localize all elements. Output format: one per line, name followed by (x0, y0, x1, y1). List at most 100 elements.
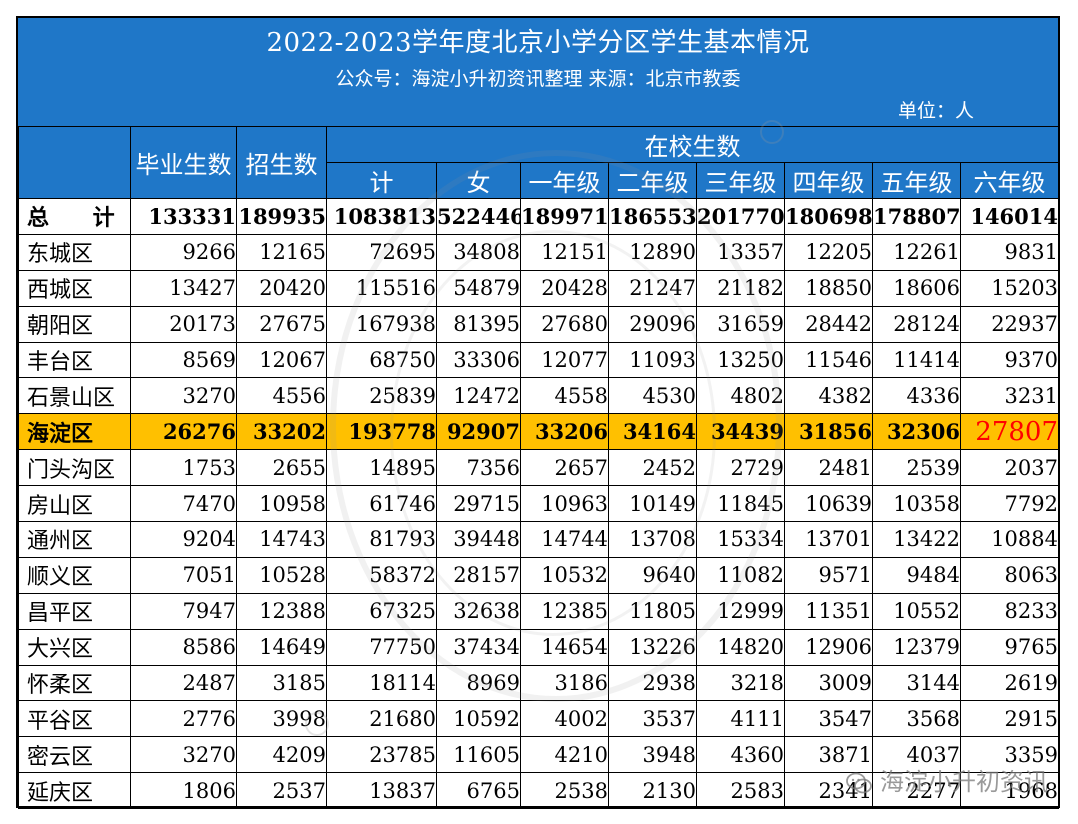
table-cell: 7051 (130, 556, 237, 594)
table-cell: 2583 (696, 772, 785, 810)
table-cell: 1083813 (326, 198, 437, 235)
table-cell: 32306 (872, 413, 961, 451)
district-name: 东城区 (18, 233, 131, 271)
table-cell: 33206 (520, 413, 609, 451)
table-cell: 15203 (960, 269, 1059, 307)
table-cell: 193778 (326, 413, 437, 451)
table-cell: 81793 (326, 521, 437, 558)
table-cell: 2487 (130, 664, 237, 702)
table-cell: 9765 (960, 628, 1059, 666)
table-cell: 178807 (872, 198, 961, 235)
table-row: 延庆区 1806 2537 13837 6765 2538 2130 2583 2341 2277… (18, 772, 1059, 810)
district-name: 延庆区 (18, 772, 131, 810)
table-cell: 2539 (872, 449, 961, 487)
table-cell: 37434 (436, 628, 521, 666)
table-cell: 34808 (436, 233, 521, 271)
table-cell: 8586 (130, 628, 237, 666)
header-graduates: 毕业生数 (130, 126, 237, 199)
table-cell: 3547 (784, 700, 873, 738)
header-in-school: 在校生数 (326, 126, 1059, 163)
table-cell: 10963 (520, 485, 609, 523)
district-name: 西城区 (18, 269, 131, 307)
table-cell: 11605 (436, 736, 521, 774)
table-cell: 10958 (236, 485, 327, 523)
table-cell: 3218 (696, 664, 785, 702)
table-cell: 12067 (236, 341, 327, 379)
table-cell: 2341 (784, 772, 873, 810)
district-name: 门头沟区 (18, 449, 131, 487)
table-cell: 2277 (872, 772, 961, 810)
table-cell: 180698 (784, 198, 873, 235)
table-cell: 11546 (784, 341, 873, 379)
table-cell: 2729 (696, 449, 785, 487)
table-cell: 21182 (696, 269, 785, 307)
table-cell: 14649 (236, 628, 327, 666)
table-cell: 7470 (130, 485, 237, 523)
table-cell: 21247 (608, 269, 697, 307)
district-name: 海淀区 (18, 413, 131, 451)
table-cell: 146014 (960, 198, 1059, 235)
table-row: 房山区 7470 10958 61746 29715 10963 10149 11845 106… (18, 485, 1059, 523)
table-cell: 22937 (960, 305, 1059, 343)
table-cell: 13250 (696, 341, 785, 379)
table-cell: 81395 (436, 305, 521, 343)
header-female: 女 (436, 162, 521, 199)
table-cell: 2538 (520, 772, 609, 810)
table-row: 平谷区 2776 3998 21680 10592 4002 3537 4111 3547 356… (18, 700, 1059, 738)
table-cell: 4037 (872, 736, 961, 774)
table-cell: 3231 (960, 377, 1059, 415)
district-name: 大兴区 (18, 628, 131, 666)
table-cell: 92907 (436, 413, 521, 451)
table-cell: 4336 (872, 377, 961, 415)
header-grade-5: 五年级 (872, 162, 961, 199)
table-cell: 11845 (696, 485, 785, 523)
table-cell: 4002 (520, 700, 609, 738)
table-cell: 2915 (960, 700, 1059, 738)
table-cell: 10592 (436, 700, 521, 738)
table-cell: 6765 (436, 772, 521, 810)
table-cell: 2776 (130, 700, 237, 738)
table-cell: 1753 (130, 449, 237, 487)
table-cell: 13357 (696, 233, 785, 271)
table-cell: 10528 (236, 556, 327, 594)
table-cell: 54879 (436, 269, 521, 307)
table-cell: 3871 (784, 736, 873, 774)
table-cell: 9266 (130, 233, 237, 271)
table-cell: 18850 (784, 269, 873, 307)
table-row: 顺义区 7051 10528 58372 28157 10532 9640 11082 9571… (18, 556, 1059, 594)
table-cell: 167938 (326, 305, 437, 343)
district-name: 朝阳区 (18, 305, 131, 343)
table-cell: 3998 (236, 700, 327, 738)
table-cell: 14744 (520, 521, 609, 558)
table-cell: 9831 (960, 233, 1059, 271)
table-cell: 14820 (696, 628, 785, 666)
table-cell: 189935 (236, 198, 327, 235)
table-cell: 61746 (326, 485, 437, 523)
table-cell: 133331 (130, 198, 237, 235)
unit-label: 单位：人 (897, 100, 974, 122)
table-cell: 13701 (784, 521, 873, 558)
table-cell: 13226 (608, 628, 697, 666)
table-cell: 2537 (236, 772, 327, 810)
table-cell: 10358 (872, 485, 961, 523)
table-row: 门头沟区 1753 2655 14895 7356 2657 2452 2729 2481 253… (18, 449, 1059, 487)
table-cell: 12151 (520, 233, 609, 271)
table-cell: 34164 (608, 413, 697, 451)
table-cell: 11082 (696, 556, 785, 594)
table-cell: 2657 (520, 449, 609, 487)
table-cell: 12077 (520, 341, 609, 379)
table-cell: 21680 (326, 700, 437, 738)
table-cell: 20420 (236, 269, 327, 307)
table-cell: 28157 (436, 556, 521, 594)
table-cell: 3009 (784, 664, 873, 702)
district-name: 怀柔区 (18, 664, 131, 702)
table-cell: 18606 (872, 269, 961, 307)
table-cell: 8569 (130, 341, 237, 379)
district-name: 丰台区 (18, 341, 131, 379)
table-cell: 12165 (236, 233, 327, 271)
table-row: 东城区 9266 12165 72695 34808 12151 12890 13357 122… (18, 233, 1059, 271)
table-cell: 2130 (608, 772, 697, 810)
table-cell: 186553 (608, 198, 697, 235)
table-row: 怀柔区 2487 3185 18114 8969 3186 2938 3218 3009 3144… (18, 664, 1059, 702)
table-cell: 7792 (960, 485, 1059, 523)
